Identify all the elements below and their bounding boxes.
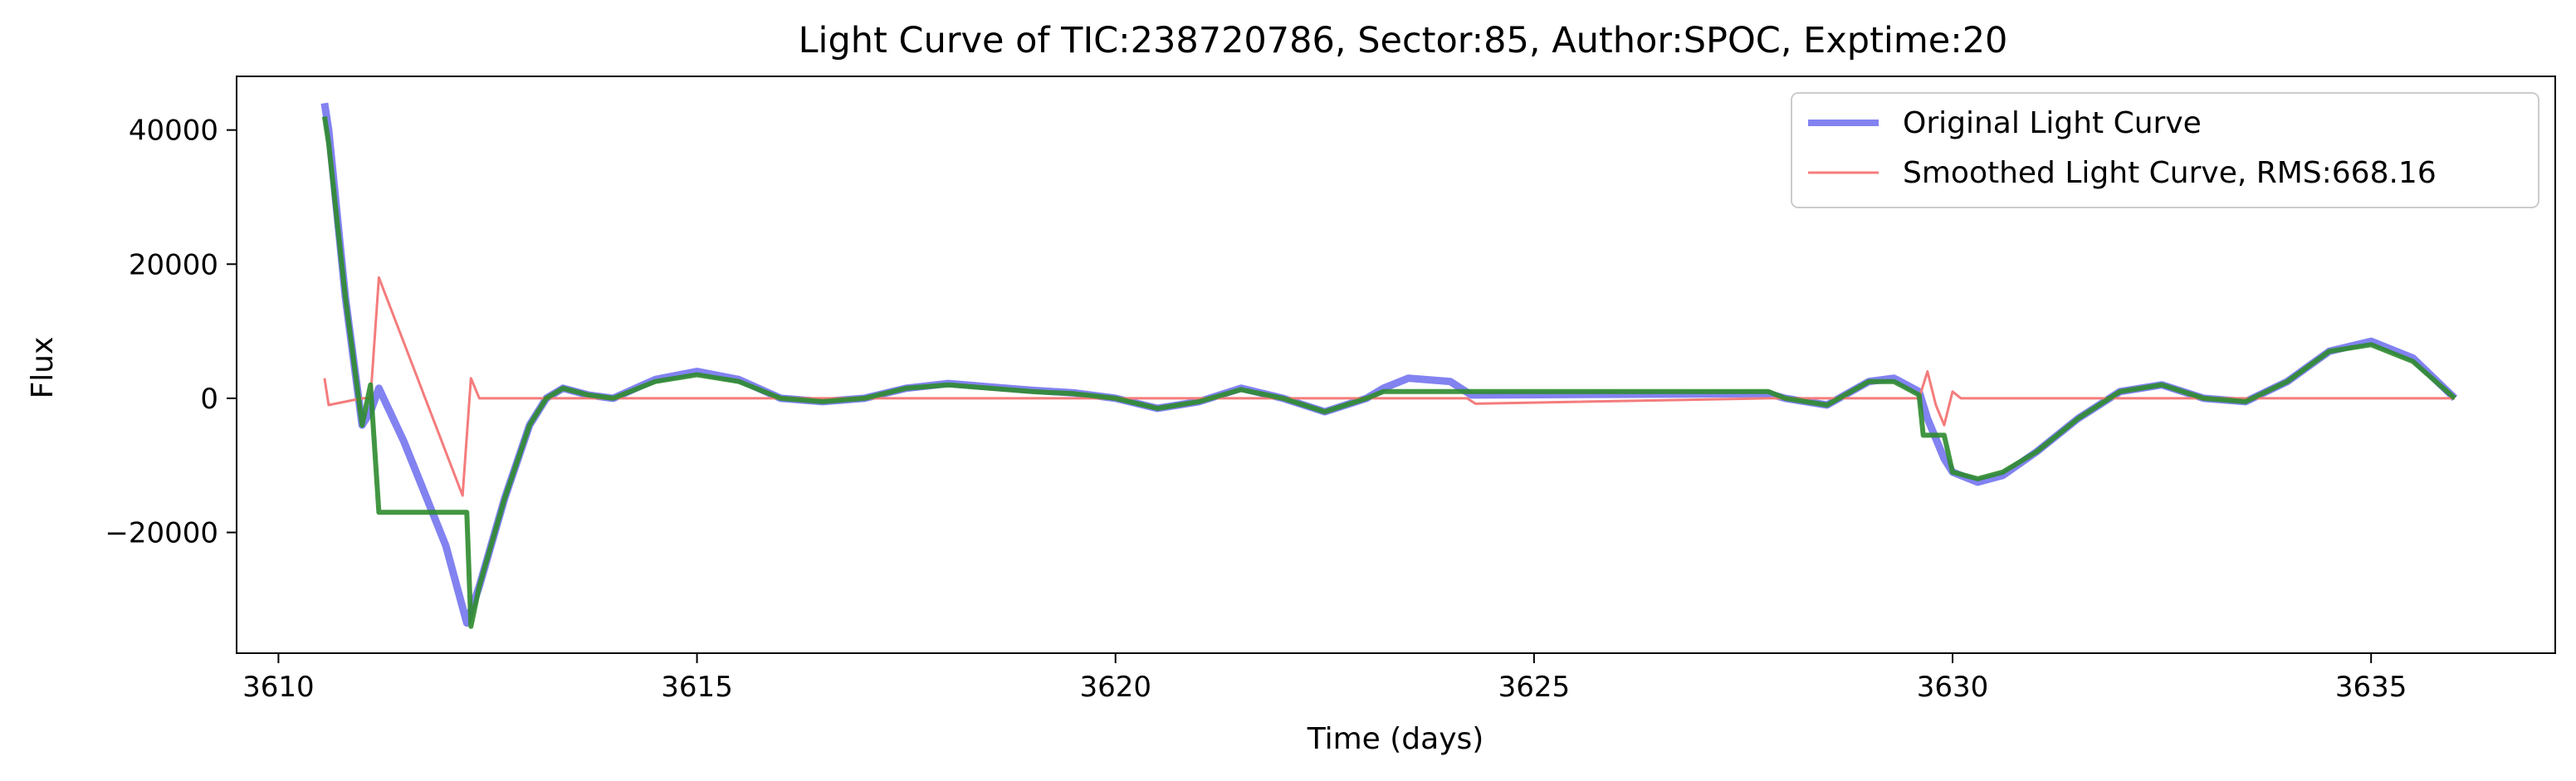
y-axis-ticks: −20000 0 20000 40000	[105, 115, 237, 550]
x-axis-label: Time (days)	[1307, 722, 1484, 756]
y-tick-label: 40000	[129, 115, 218, 148]
x-tick-label: 3635	[2335, 671, 2407, 704]
x-tick-label: 3625	[1498, 671, 1571, 704]
legend: Original Light Curve Smoothed Light Curv…	[1791, 92, 2539, 208]
series-smoothed-line	[323, 276, 2455, 497]
legend-label-original: Original Light Curve	[1903, 106, 2202, 140]
legend-label-smoothed: Smoothed Light Curve, RMS:668.16	[1903, 156, 2437, 190]
x-tick-label: 3610	[242, 671, 315, 704]
y-tick-label: 20000	[129, 248, 218, 281]
y-axis-label: Flux	[26, 337, 60, 399]
chart-title: Light Curve of TIC:238720786, Sector:85,…	[799, 20, 2008, 61]
x-tick-label: 3620	[1079, 671, 1151, 704]
plot-frame	[236, 76, 2556, 654]
x-tick-label: 3615	[661, 671, 733, 704]
legend-box	[1791, 92, 2539, 208]
y-tick-label: −20000	[105, 517, 218, 550]
x-axis-ticks: 3610 3615 3620 3625 3630 3635	[242, 653, 2407, 704]
y-tick-label: 0	[200, 383, 218, 416]
series-trend-line	[321, 116, 2456, 629]
plot-lines	[320, 102, 2458, 629]
x-tick-label: 3630	[1917, 671, 1989, 704]
